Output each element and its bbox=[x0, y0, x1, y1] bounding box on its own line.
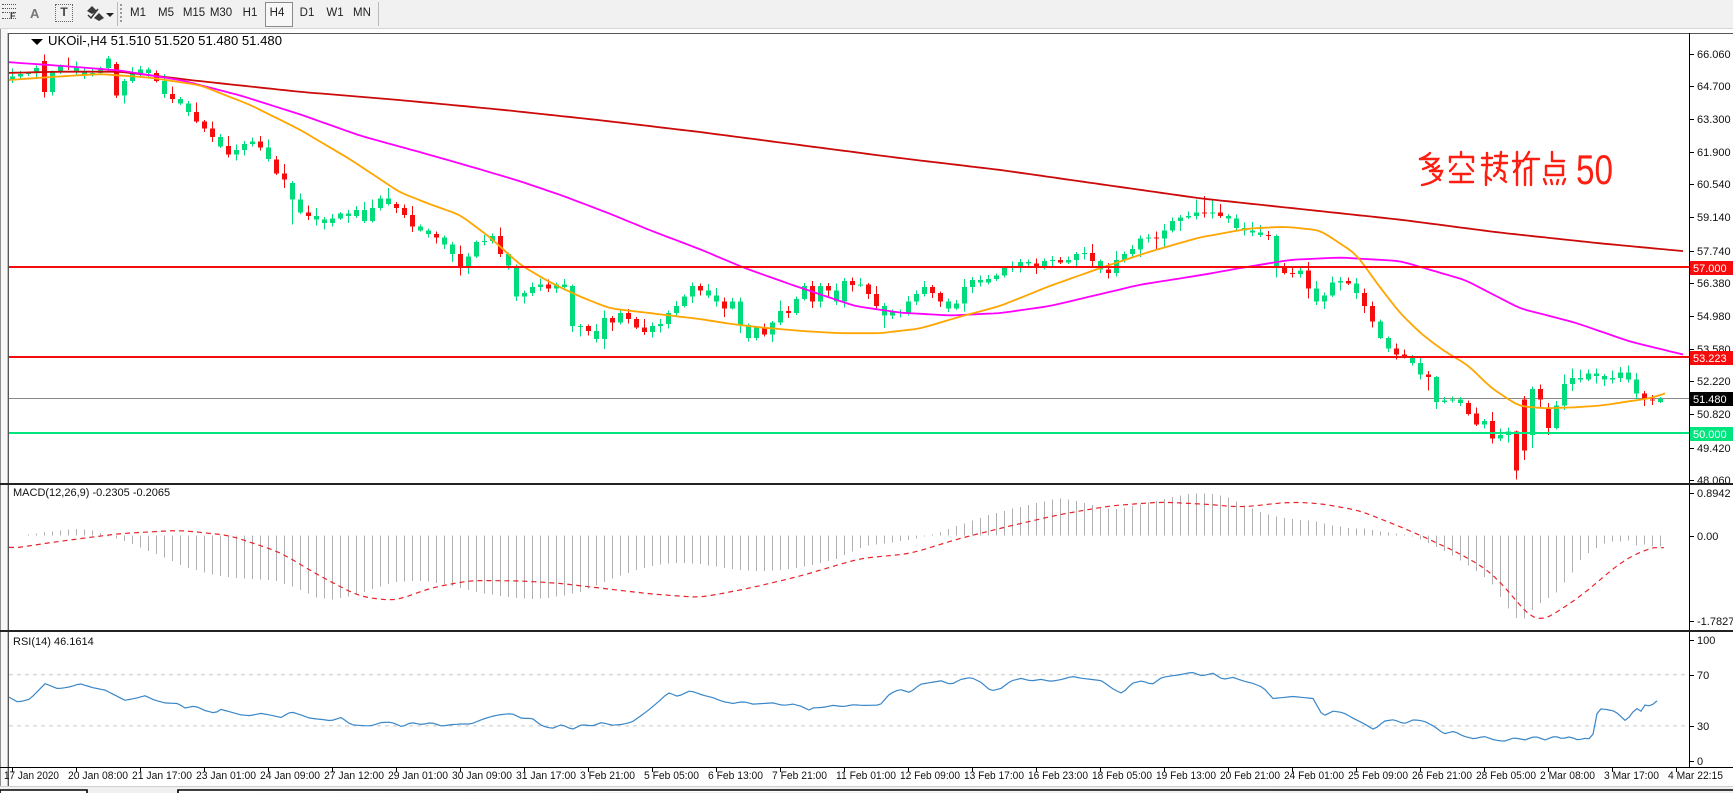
svg-text:3 Mar 17:00: 3 Mar 17:00 bbox=[1604, 770, 1659, 782]
svg-text:30: 30 bbox=[1697, 721, 1709, 733]
svg-text:56.380: 56.380 bbox=[1697, 278, 1731, 290]
svg-text:30 Jan 09:00: 30 Jan 09:00 bbox=[452, 770, 512, 782]
svg-text:59.140: 59.140 bbox=[1697, 212, 1731, 224]
svg-text:7 Feb 21:00: 7 Feb 21:00 bbox=[772, 770, 827, 782]
svg-text:-1.7827: -1.7827 bbox=[1697, 616, 1733, 628]
svg-text:17 Jan 2020: 17 Jan 2020 bbox=[4, 770, 59, 782]
svg-text:27 Jan 12:00: 27 Jan 12:00 bbox=[324, 770, 384, 782]
svg-text:4 Mar 22:15: 4 Mar 22:15 bbox=[1668, 770, 1723, 782]
svg-text:51.480: 51.480 bbox=[1693, 394, 1727, 406]
svg-text:24 Jan 09:00: 24 Jan 09:00 bbox=[260, 770, 320, 782]
svg-text:6 Feb 13:00: 6 Feb 13:00 bbox=[708, 770, 763, 782]
svg-text:25 Feb 09:00: 25 Feb 09:00 bbox=[1348, 770, 1408, 782]
svg-text:66.060: 66.060 bbox=[1697, 49, 1731, 61]
svg-text:49.420: 49.420 bbox=[1697, 443, 1731, 455]
svg-text:11 Feb 01:00: 11 Feb 01:00 bbox=[836, 770, 896, 782]
svg-text:16 Feb 23:00: 16 Feb 23:00 bbox=[1028, 770, 1088, 782]
svg-text:13 Feb 17:00: 13 Feb 17:00 bbox=[964, 770, 1024, 782]
svg-text:19 Feb 13:00: 19 Feb 13:00 bbox=[1156, 770, 1216, 782]
svg-text:12 Feb 09:00: 12 Feb 09:00 bbox=[900, 770, 960, 782]
svg-text:53.223: 53.223 bbox=[1693, 353, 1727, 365]
svg-text:2 Mar 08:00: 2 Mar 08:00 bbox=[1540, 770, 1595, 782]
svg-text:28 Feb 05:00: 28 Feb 05:00 bbox=[1476, 770, 1536, 782]
svg-text:23 Jan 01:00: 23 Jan 01:00 bbox=[196, 770, 256, 782]
svg-text:57.740: 57.740 bbox=[1697, 246, 1731, 258]
svg-text:61.900: 61.900 bbox=[1697, 147, 1731, 159]
svg-text:0.8942: 0.8942 bbox=[1697, 488, 1731, 500]
svg-text:50.820: 50.820 bbox=[1697, 409, 1731, 421]
svg-text:54.980: 54.980 bbox=[1697, 311, 1731, 323]
svg-text:48.060: 48.060 bbox=[1697, 475, 1731, 487]
svg-text:RSI(14) 46.1614: RSI(14) 46.1614 bbox=[13, 636, 94, 648]
svg-text:100: 100 bbox=[1697, 635, 1715, 647]
svg-text:MACD(12,26,9) -0.2305 -0.2065: MACD(12,26,9) -0.2305 -0.2065 bbox=[13, 487, 170, 499]
svg-text:20 Feb 21:00: 20 Feb 21:00 bbox=[1220, 770, 1280, 782]
svg-text:52.220: 52.220 bbox=[1697, 376, 1731, 388]
svg-text:50.000: 50.000 bbox=[1693, 429, 1727, 441]
svg-text:18 Feb 05:00: 18 Feb 05:00 bbox=[1092, 770, 1152, 782]
svg-text:3 Feb 21:00: 3 Feb 21:00 bbox=[580, 770, 635, 782]
svg-text:21 Jan 17:00: 21 Jan 17:00 bbox=[132, 770, 192, 782]
svg-text:60.540: 60.540 bbox=[1697, 179, 1731, 191]
svg-text:29 Jan 01:00: 29 Jan 01:00 bbox=[388, 770, 448, 782]
svg-text:24 Feb 01:00: 24 Feb 01:00 bbox=[1284, 770, 1344, 782]
svg-text:26 Feb 21:00: 26 Feb 21:00 bbox=[1412, 770, 1472, 782]
svg-text:50: 50 bbox=[1576, 146, 1613, 193]
svg-text:20 Jan 08:00: 20 Jan 08:00 bbox=[68, 770, 128, 782]
svg-text:63.300: 63.300 bbox=[1697, 114, 1731, 126]
svg-text:UKOil-,H4 51.510 51.520 51.48: UKOil-,H4 51.510 51.520 51.480 51.480 bbox=[48, 34, 282, 48]
svg-text:5 Feb 05:00: 5 Feb 05:00 bbox=[644, 770, 699, 782]
svg-text:57.000: 57.000 bbox=[1693, 263, 1727, 275]
svg-text:31 Jan 17:00: 31 Jan 17:00 bbox=[516, 770, 576, 782]
svg-text:0.00: 0.00 bbox=[1697, 531, 1718, 543]
svg-text:64.700: 64.700 bbox=[1697, 81, 1731, 93]
svg-text:70: 70 bbox=[1697, 670, 1709, 682]
svg-text:0: 0 bbox=[1697, 756, 1703, 768]
